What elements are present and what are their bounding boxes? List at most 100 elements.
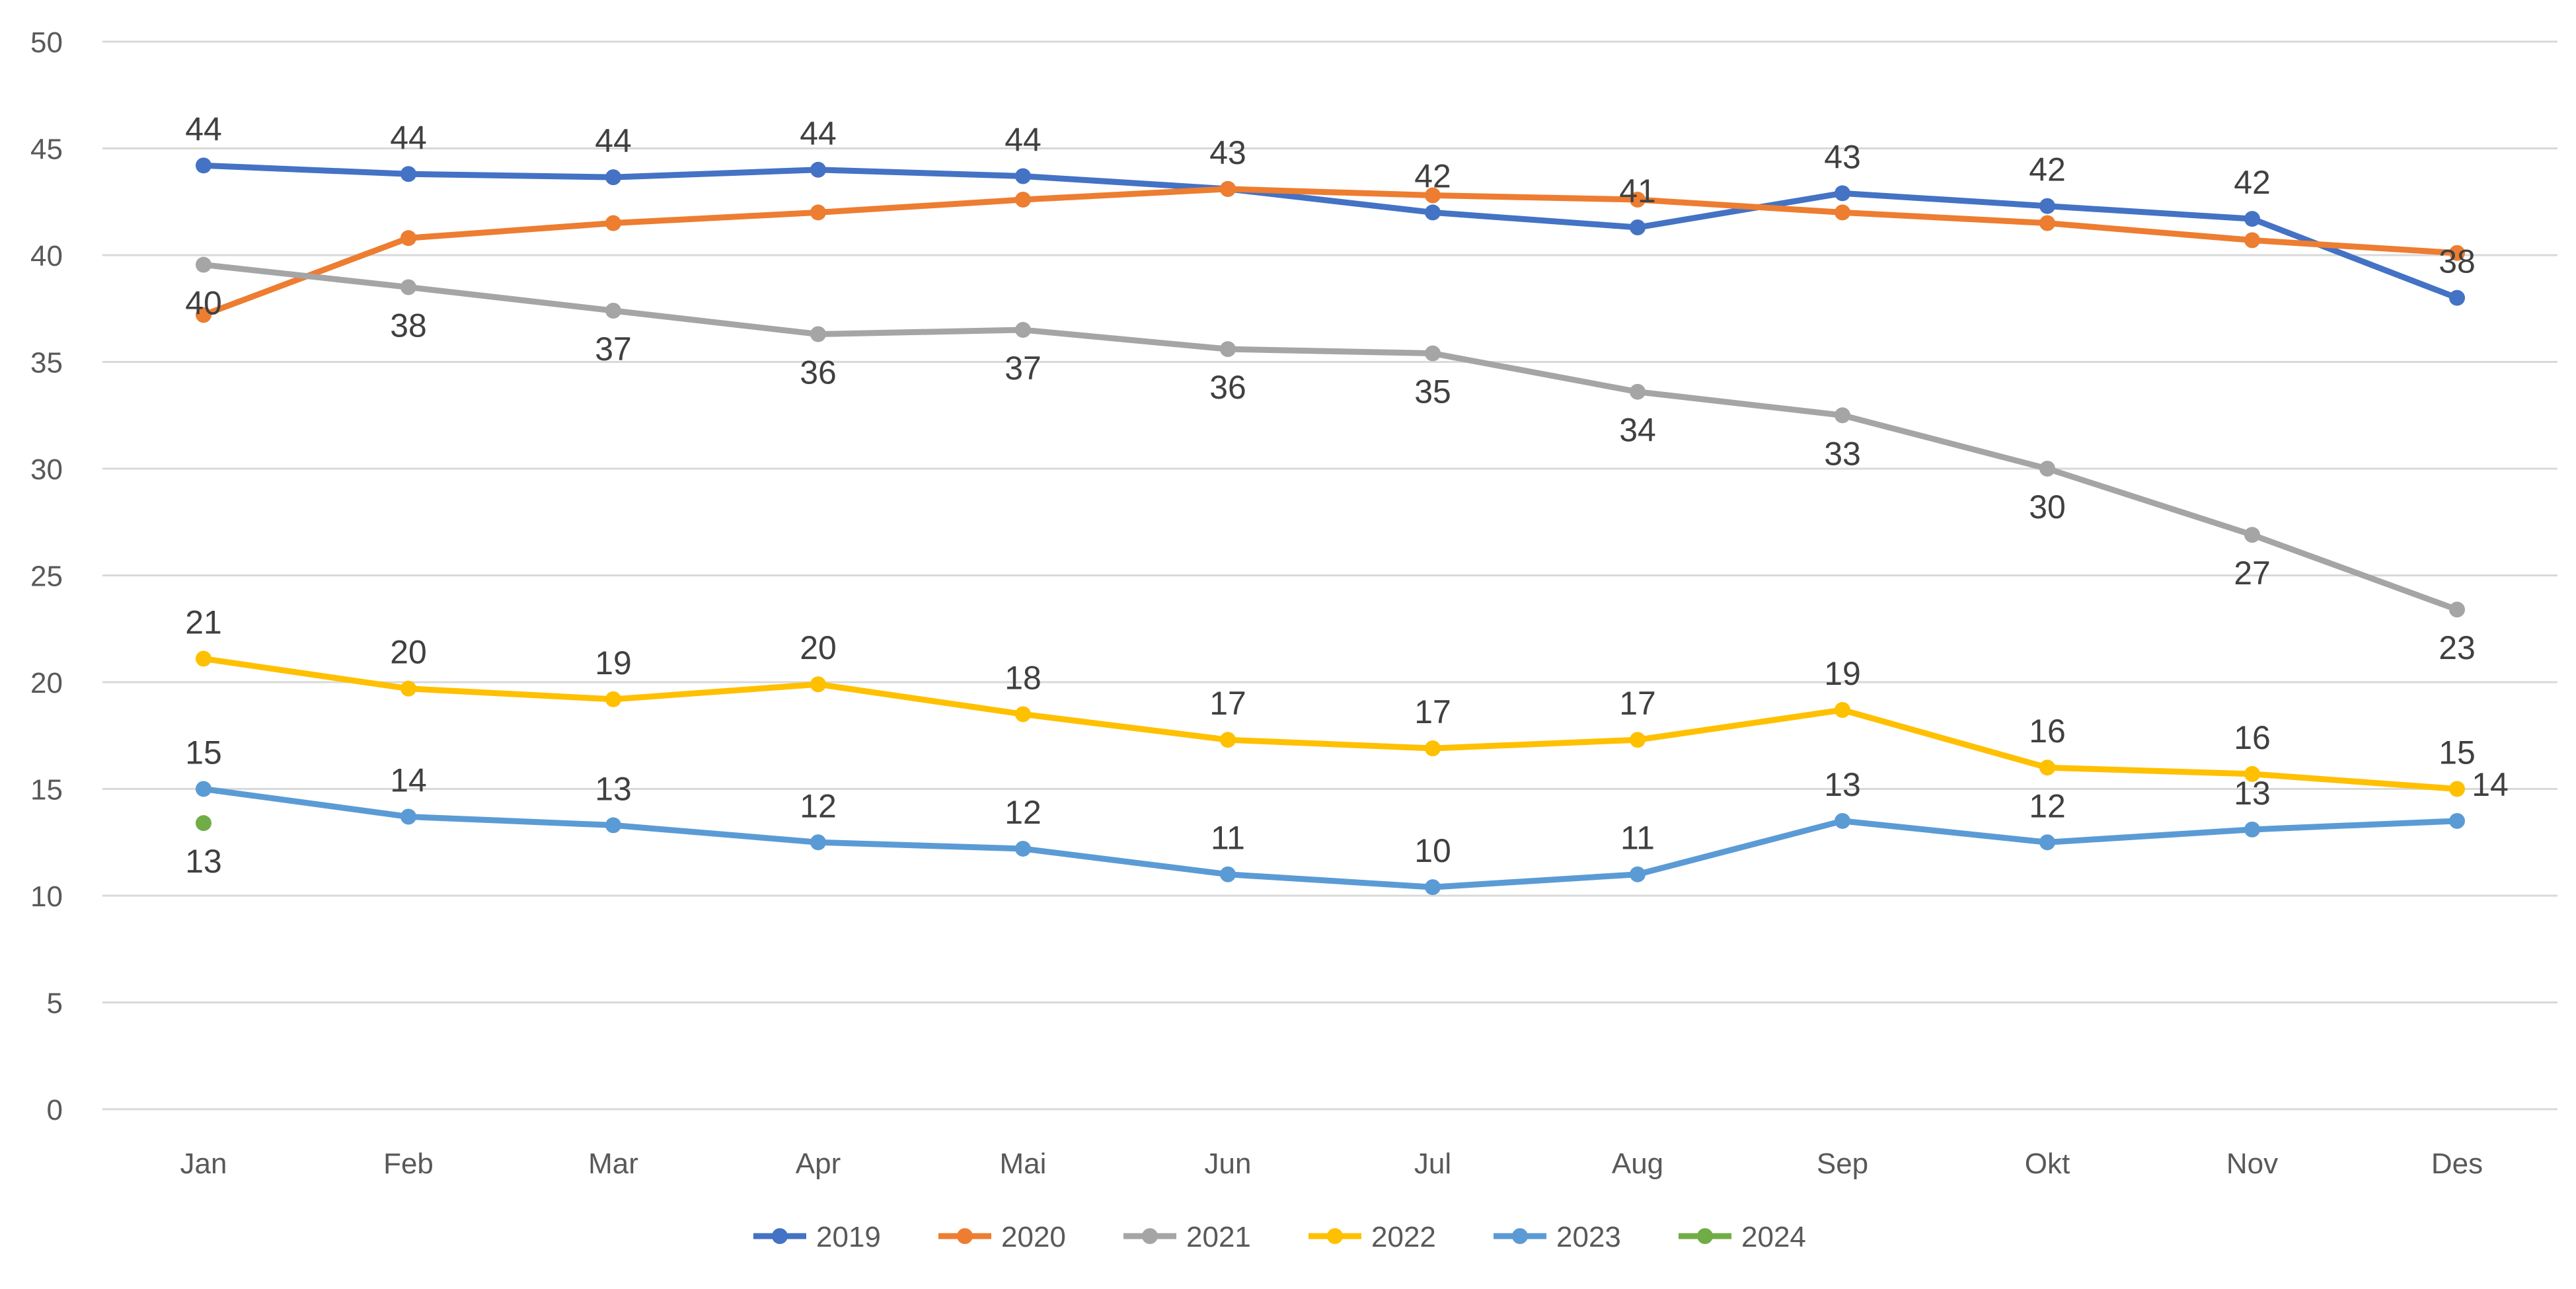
x-tick-label: Jan: [180, 1148, 227, 1180]
data-label-2023: 13: [595, 770, 632, 807]
data-point-2022: [810, 676, 826, 693]
legend-label: 2023: [1556, 1221, 1621, 1253]
data-point-2023: [1630, 866, 1646, 882]
x-axis: Jan Feb Mar Apr Mai Jun Jul Aug Sep Okt Nov Des: [180, 1148, 2483, 1180]
data-point-2019: [1015, 168, 1031, 184]
data-point-2020: [400, 230, 416, 247]
series-line-2019: [203, 162, 2458, 301]
data-point-2023: [2244, 821, 2260, 838]
legend-label: 2024: [1741, 1221, 1806, 1253]
y-tick-label: 40: [30, 240, 63, 272]
data-label-2021: 37: [595, 331, 632, 368]
data-label-2023: 12: [1004, 794, 1042, 831]
data-label-2023: 15: [185, 734, 222, 771]
data-point-2023: [1220, 866, 1236, 882]
data-point-2020: [1835, 204, 1850, 221]
data-point-2022: [1425, 740, 1441, 757]
data-point-2023: [1425, 879, 1441, 896]
y-tick-label: 10: [30, 880, 63, 913]
data-label-2022: 20: [390, 634, 427, 671]
x-tick-label: Mar: [588, 1148, 638, 1180]
x-tick-label: Des: [2431, 1148, 2483, 1180]
legend-label: 2019: [816, 1221, 881, 1253]
data-label-2021: 36: [1209, 369, 1246, 406]
data-point-2022: [2244, 765, 2260, 782]
legend-swatch-marker: [1512, 1228, 1528, 1244]
y-tick-label: 30: [30, 453, 63, 486]
data-point-2023: [400, 808, 416, 825]
data-point-2020: [196, 307, 211, 323]
legend-item-2021: 2021: [1123, 1221, 1251, 1253]
data-point-2020: [1220, 180, 1236, 197]
data-label-2022: 16: [2234, 719, 2271, 756]
series-2020: [196, 180, 2465, 323]
data-label-2023: 11: [1211, 820, 1245, 857]
data-label-2021: 33: [1824, 435, 1861, 472]
y-tick-label: 45: [30, 134, 63, 166]
gridlines: [102, 40, 2557, 1111]
legend-item-2020: 2020: [938, 1221, 1066, 1253]
data-point-2024: [196, 815, 211, 832]
data-point-2020: [1015, 192, 1031, 208]
data-point-2021: [196, 256, 211, 273]
data-label-2023: 14: [2472, 766, 2509, 803]
data-label-2019: 42: [1414, 157, 1451, 194]
data-label-2019: 41: [1619, 173, 1656, 210]
data-point-2021: [1015, 322, 1031, 338]
data-label-2022: 17: [1414, 693, 1451, 730]
x-tick-label: Mai: [1000, 1148, 1047, 1180]
data-point-2022: [1220, 732, 1236, 748]
legend-swatch-marker: [1142, 1228, 1158, 1244]
data-label-2021: 30: [2029, 488, 2066, 526]
data-point-2020: [810, 204, 826, 221]
data-point-2021: [2244, 527, 2260, 543]
data-point-2021: [400, 279, 416, 295]
legend-swatch-marker: [957, 1228, 973, 1244]
data-label-2022: 15: [2439, 734, 2476, 771]
data-point-2020: [2449, 245, 2465, 261]
data-label-2022: 16: [2029, 713, 2066, 750]
data-label-2019: 42: [2234, 164, 2271, 201]
data-point-2022: [1835, 701, 1850, 718]
data-point-2021: [1835, 407, 1850, 424]
series-line-2022: [203, 656, 2458, 792]
data-label-2023: 14: [390, 762, 427, 799]
data-label-2022: 17: [1209, 685, 1246, 722]
data-label-2022: 19: [1824, 655, 1861, 692]
data-point-2022: [605, 691, 621, 707]
legend-swatch-marker: [1697, 1228, 1713, 1244]
y-tick-label: 5: [47, 988, 63, 1020]
x-tick-label: Aug: [1612, 1148, 1663, 1180]
data-point-2021: [1220, 341, 1236, 358]
data-point-2023: [1015, 840, 1031, 857]
legend-item-2022: 2022: [1308, 1221, 1436, 1253]
series-2024: [196, 815, 211, 832]
x-tick-label: Sep: [1817, 1148, 1868, 1180]
series-group: [196, 157, 2465, 896]
data-point-2023: [196, 781, 211, 797]
x-tick-label: Nov: [2226, 1148, 2278, 1180]
x-tick-label: Jul: [1414, 1148, 1451, 1180]
series-2023: [196, 781, 2465, 896]
data-label-2019: 42: [2029, 151, 2066, 188]
data-label-2022: 19: [595, 644, 632, 682]
data-point-2019: [1835, 185, 1850, 202]
x-tick-label: Apr: [796, 1148, 841, 1180]
data-point-2019: [605, 169, 621, 186]
legend-swatch-marker: [772, 1228, 788, 1244]
data-point-2023: [810, 834, 826, 851]
data-point-2022: [1630, 732, 1646, 748]
data-point-2020: [2039, 215, 2055, 231]
series-line-2023: [203, 786, 2458, 890]
data-point-2022: [1015, 706, 1031, 723]
legend-swatch-marker: [1327, 1228, 1343, 1244]
series-2021: [196, 256, 2465, 618]
data-label-2021: 37: [1004, 350, 1042, 387]
data-point-2020: [1630, 192, 1646, 208]
data-point-2021: [1425, 345, 1441, 362]
y-tick-label: 15: [30, 774, 63, 806]
data-label-2022: 17: [1619, 685, 1656, 722]
data-label-2022: 18: [1004, 659, 1042, 696]
data-label-2019: 43: [1824, 138, 1861, 175]
data-point-2019: [810, 161, 826, 178]
